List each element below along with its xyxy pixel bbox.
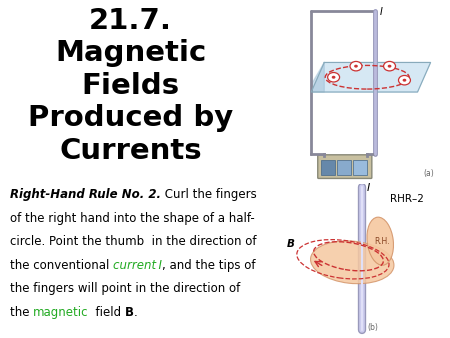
Text: 21.7.
Magnetic
Fields
Produced by
Currents: 21.7. Magnetic Fields Produced by Curren… [28,7,233,165]
Circle shape [388,65,392,68]
Text: current I: current I [112,259,162,272]
Text: B: B [287,239,295,249]
Circle shape [328,73,340,82]
Text: B: B [125,306,134,319]
Text: (b): (b) [367,323,378,332]
Circle shape [383,62,396,71]
Ellipse shape [367,217,393,265]
Circle shape [354,65,358,68]
Text: .: . [134,306,138,319]
Circle shape [399,75,410,85]
Text: the fingers will point in the direction of: the fingers will point in the direction … [9,283,240,295]
Circle shape [332,76,335,79]
Text: Curl the fingers: Curl the fingers [161,189,256,201]
Text: , and the tips of: , and the tips of [162,259,255,272]
Text: magnetic: magnetic [33,306,88,319]
Ellipse shape [310,241,394,284]
Text: field: field [88,306,125,319]
Polygon shape [311,63,431,92]
Text: circle. Point the thumb  in the direction of: circle. Point the thumb in the direction… [9,236,256,248]
Text: R.H.: R.H. [375,237,390,246]
FancyBboxPatch shape [318,155,372,178]
Circle shape [350,62,362,71]
FancyBboxPatch shape [321,160,335,175]
Text: the: the [9,306,33,319]
Text: RHR–2: RHR–2 [390,194,423,204]
Text: Right-Hand Rule No. 2.: Right-Hand Rule No. 2. [9,189,161,201]
Polygon shape [311,63,324,92]
FancyBboxPatch shape [353,160,367,175]
Text: I: I [380,7,383,17]
Text: I: I [367,184,370,193]
FancyBboxPatch shape [338,160,351,175]
Text: the conventional: the conventional [9,259,112,272]
Text: (a): (a) [423,169,434,178]
Text: of the right hand into the shape of a half-: of the right hand into the shape of a ha… [9,212,254,225]
Circle shape [403,79,406,82]
